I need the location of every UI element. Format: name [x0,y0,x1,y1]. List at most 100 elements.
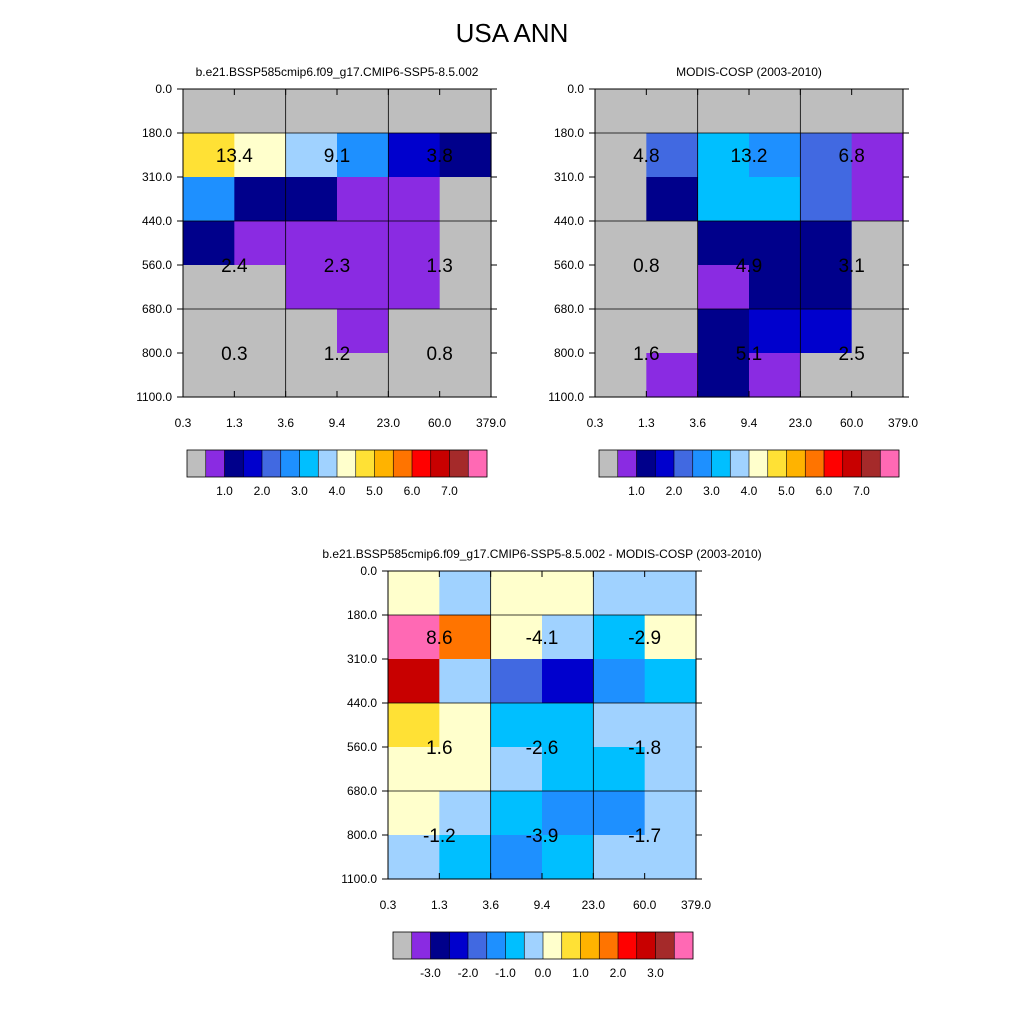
heatmap-cell [749,221,801,266]
x-tick-label: 23.0 [377,416,401,430]
x-tick-label: 9.4 [534,898,551,912]
block-sum-label: 0.8 [426,344,452,365]
heatmap-cell [490,571,543,616]
y-tick-label: 800.0 [554,346,584,360]
heatmap-cell [749,89,801,134]
colorbar-swatch [205,450,225,477]
heatmap-cell [595,133,647,178]
heatmap-cell [388,133,441,178]
heatmap-cell [490,615,543,660]
x-tick-label: 1.3 [431,898,448,912]
heatmap-cell [593,703,646,748]
y-tick-label: 1100.0 [341,872,377,886]
colorbar-swatch [449,932,469,959]
block-sum-label: 3.1 [838,256,864,277]
heatmap-cell [644,659,697,704]
x-tick-label: 23.0 [789,416,813,430]
heatmap-cell [388,747,440,792]
block-sum-label: 8.6 [426,628,452,649]
colorbar-swatch [617,450,637,477]
colorbar-swatch [411,932,431,959]
block-sum-label: 4.9 [736,256,762,277]
heatmap-cell [800,353,853,398]
colorbar-swatch [449,450,469,477]
heatmap-cell [234,353,287,398]
subplot-title: b.e21.BSSP585cmip6.f09_g17.CMIP6-SSP5-8.… [196,65,479,79]
heatmap-cell [595,265,647,310]
y-tick-label: 800.0 [347,828,377,842]
y-tick-label: 310.0 [347,652,377,666]
y-tick-label: 180.0 [347,608,377,622]
colorbar-swatch [486,932,506,959]
block-sum-label: 6.8 [838,146,864,167]
heatmap-cell [388,89,441,134]
block-sum-label: 1.6 [426,738,452,759]
heatmap-cell [337,177,389,222]
colorbar-label: 2.0 [254,484,271,498]
heatmap-cell [439,353,492,398]
heatmap-cell [388,221,441,266]
colorbar-label: 6.0 [816,484,833,498]
colorbar: -3.0 -2.0 -1.0 0.0 1.0 2.0 3.0 [392,931,694,980]
heatmap-cell [388,265,441,310]
heatmap-cell [697,221,750,266]
colorbar-label: 1.0 [572,966,589,980]
heatmap-panel-model: 0.3 1.3 3.6 9.4 23.0 60.0 379.0 0.0 180.0 310.0 44… [136,65,506,498]
colorbar-swatch [618,932,638,959]
colorbar-swatch [393,932,413,959]
colorbar-swatch [805,450,825,477]
heatmap-cell [490,703,543,748]
y-tick-label: 560.0 [554,258,584,272]
colorbar-swatch [337,450,357,477]
block-sum-label: -4.1 [526,628,559,649]
colorbar-label: 4.0 [329,484,346,498]
block-sum-label: -1.8 [628,738,661,759]
heatmap-cell [646,309,699,354]
heatmap-cell [337,221,389,266]
y-tick-label: 440.0 [142,214,172,228]
heatmap-cell [800,221,853,266]
block-sum-label: 2.5 [838,344,864,365]
heatmap-cell [749,309,801,354]
heatmap-cell [749,353,801,398]
colorbar-swatch [842,450,862,477]
heatmap-cell [439,659,492,704]
colorbar-label: 3.0 [291,484,308,498]
heatmap-cell [697,353,750,398]
colorbar-label: 7.0 [853,484,870,498]
block-sum-label: -1.7 [628,826,661,847]
y-tick-label: 310.0 [554,170,584,184]
heatmap-cell [490,791,543,836]
heatmap-cell [644,703,697,748]
colorbar-label: -2.0 [458,966,479,980]
heatmap-cell [285,177,338,222]
y-tick-label: 560.0 [142,258,172,272]
colorbar-swatch [412,450,432,477]
colorbar-swatch [824,450,844,477]
subplot-title: b.e21.BSSP585cmip6.f09_g17.CMIP6-SSP5-8.… [322,547,761,561]
heatmap-cell [800,177,853,222]
heatmap-cell [800,89,853,134]
block-sum-label: 13.4 [216,146,253,167]
heatmap-cell [490,835,543,880]
colorbar-swatch [861,450,881,477]
heatmap-cell [234,177,287,222]
x-tick-label: 379.0 [888,416,918,430]
heatmap-cell [183,221,235,266]
heatmap-cell [646,89,699,134]
heatmap-cell [800,309,853,354]
colorbar-swatch [543,932,563,959]
block-sum-label: 0.3 [221,344,247,365]
colorbar-swatch [280,450,300,477]
heatmap-cell [595,89,647,134]
colorbar-label: -3.0 [420,966,441,980]
heatmap-cell [851,89,904,134]
heatmap-cell [388,835,440,880]
heatmap-cell [439,265,492,310]
colorbar-swatch [730,450,750,477]
heatmap-cell [234,265,287,310]
heatmap-cell [439,747,492,792]
heatmap-cell [542,835,594,880]
heatmap-cell [285,265,338,310]
